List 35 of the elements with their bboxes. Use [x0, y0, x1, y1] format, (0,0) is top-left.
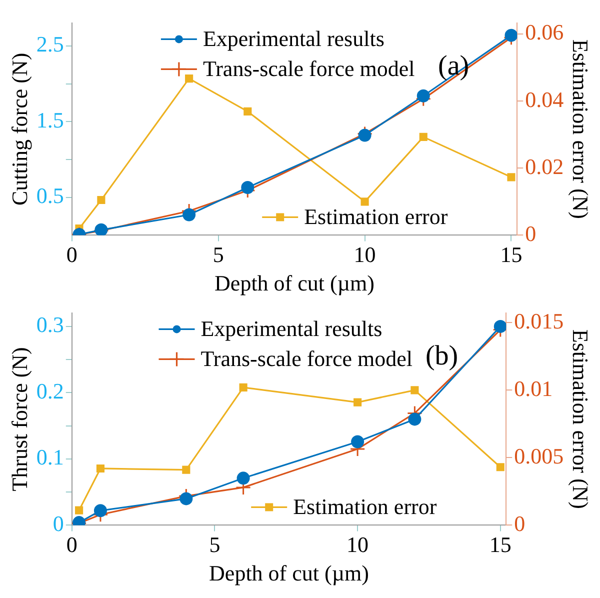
y2-tick-label: 0.06 — [525, 20, 564, 45]
x-axis-title: Depth of cut (µm) — [214, 270, 374, 296]
legend-label: Experimental results — [200, 316, 382, 341]
y-tick-label: 0.3 — [36, 312, 64, 338]
y2-tick-label: 0.02 — [525, 154, 564, 179]
y2-tick-label: 0.015 — [514, 308, 564, 334]
y-tick-label: 2.5 — [36, 32, 64, 57]
y2-tick-label: 0.04 — [525, 86, 564, 112]
y2-tick-label: 0 — [514, 510, 526, 536]
legend-label: Estimation error — [293, 494, 438, 519]
y2-tick-label: 0.005 — [514, 443, 564, 468]
y2-tick-label: 0.01 — [514, 376, 553, 401]
y2-tick-label: 0 — [525, 220, 536, 246]
y-tick-label: 0.1 — [36, 444, 64, 470]
y2-axis-title: Estimation error (N) — [568, 39, 594, 220]
x-tick-label: 10 — [346, 532, 369, 558]
y-tick-label: 0.5 — [36, 183, 64, 208]
annotation: (b) — [425, 340, 458, 372]
y-tick-label: 1.5 — [36, 107, 64, 132]
annotation: (a) — [438, 50, 470, 82]
legend-label: Experimental results — [202, 26, 384, 51]
x-tick-label: 5 — [209, 532, 220, 558]
legend-label: Trans-scale force model — [200, 346, 413, 371]
x-tick-label: 15 — [500, 242, 522, 268]
x-axis-title: Depth of cut (µm) — [209, 560, 369, 586]
legend-label: Estimation error — [304, 204, 448, 229]
x-tick-label: 10 — [354, 242, 376, 268]
x-tick-label: 15 — [489, 532, 512, 558]
y-tick-label: 0.2 — [36, 378, 64, 404]
legend-label: Trans-scale force model — [202, 56, 415, 81]
x-tick-label: 5 — [212, 242, 224, 268]
y2-axis-title: Estimation error (N) — [568, 329, 594, 510]
y-axis-title: Cutting force (N) — [6, 52, 32, 206]
y-axis-title: Thrust force (N) — [6, 347, 32, 492]
y-tick-label: 0 — [52, 510, 64, 536]
